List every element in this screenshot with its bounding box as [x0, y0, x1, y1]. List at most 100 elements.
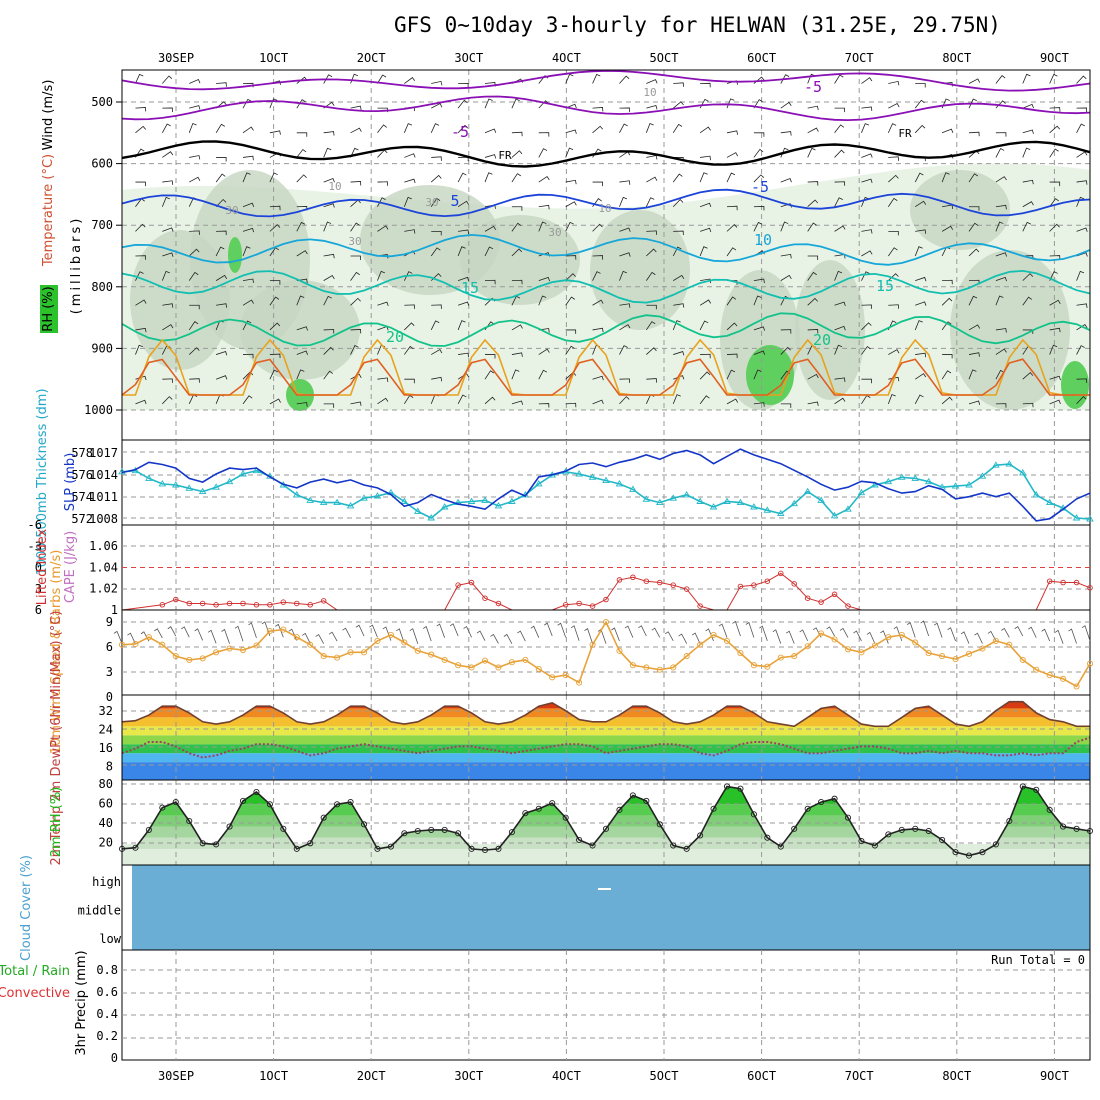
- rh2m-series-point: [1073, 825, 1080, 832]
- thickness-axis-label: 1000-500mb Thickness (dm): [35, 388, 50, 575]
- chart-title: GFS 0~10day 3-hourly for HELWAN (31.25E,…: [394, 13, 1001, 37]
- wind-barbs: [135, 73, 1088, 408]
- wind10m-series-point: [710, 631, 717, 638]
- wind-barb: [161, 196, 170, 207]
- wind-barb: [242, 98, 252, 109]
- contour-label: 10: [754, 231, 772, 249]
- wind-barb: [726, 152, 739, 158]
- rh-shade-mid: [910, 170, 1010, 250]
- wind10m-barb: [557, 622, 567, 638]
- rh2m-series-point: [280, 825, 287, 832]
- wind10m-series-point: [549, 674, 556, 681]
- wind-barb: [753, 148, 764, 158]
- wind-barb: [1049, 375, 1061, 381]
- wind10m-barb: [584, 627, 593, 644]
- cape-point: [576, 600, 582, 607]
- wind-barb: [215, 274, 228, 281]
- wind10m-barb: [1014, 626, 1024, 637]
- wind-barb: [834, 149, 845, 158]
- wind10m-series-point: [643, 664, 650, 671]
- wind10m-series-point: [979, 645, 986, 652]
- rh2m-series-point: [710, 805, 717, 812]
- wind-barb: [619, 227, 631, 232]
- wind-barb: [645, 122, 654, 133]
- thickness-series-point: [360, 494, 368, 501]
- wind-barb: [565, 255, 577, 260]
- wind10m-series-point: [871, 642, 878, 649]
- wind-barb: [511, 150, 523, 158]
- temp-band: [122, 762, 1090, 780]
- rh2m-series-point: [508, 829, 515, 836]
- wind10m-series-point: [939, 653, 946, 660]
- wind-barb: [941, 321, 952, 331]
- wind-barb: [377, 397, 389, 405]
- wind-barb: [565, 221, 574, 232]
- cape-point: [320, 598, 327, 604]
- wind-barb: [323, 203, 335, 208]
- wind-barb: [1049, 181, 1061, 187]
- wind10m-series-point: [723, 637, 731, 644]
- wind-barb: [942, 279, 953, 285]
- wind10m-barb: [503, 633, 513, 644]
- wind10m-series-point: [226, 645, 233, 652]
- wind-barb: [915, 229, 927, 234]
- wind-barb: [995, 348, 1007, 355]
- wind-barb: [646, 378, 657, 383]
- thickness-series-point: [884, 477, 893, 485]
- wind-barb: [350, 345, 359, 355]
- wind-barb: [350, 222, 360, 232]
- wind-barb: [995, 328, 1007, 333]
- wind-barb: [457, 172, 467, 183]
- wind10m-barb: [530, 625, 540, 638]
- rh2m-series-point: [468, 845, 475, 852]
- wind-barb: [807, 199, 819, 208]
- wind-barb: [457, 301, 470, 306]
- wind-barb: [753, 369, 762, 380]
- rh2m-series-point: [334, 801, 341, 808]
- wind-barb: [215, 246, 225, 257]
- wind-barb: [350, 329, 362, 334]
- wind-barb: [188, 321, 199, 331]
- wind-barb: [511, 98, 520, 109]
- wind-barb: [296, 350, 308, 355]
- temp2m-series-line: [121, 700, 1090, 728]
- wind-barb: [458, 352, 470, 358]
- wind10m-barb: [866, 631, 876, 644]
- contour-label: 15: [461, 279, 479, 297]
- wind-barb: [377, 270, 385, 281]
- wind-barb: [1076, 196, 1085, 207]
- wind-barb: [431, 349, 443, 355]
- rh2m-series-point: [239, 797, 247, 804]
- wind10m-barb: [987, 630, 997, 641]
- wind10m-series-point: [132, 640, 139, 648]
- wind-barb: [565, 329, 577, 334]
- wind-barb: [780, 274, 792, 281]
- rh2m-series-point: [965, 852, 973, 859]
- li-tick: -6: [28, 518, 42, 532]
- wind-barb: [914, 172, 924, 183]
- rh2m-series-point: [939, 836, 946, 843]
- wind10m-barb: [154, 628, 163, 639]
- thickness-series-point: [1005, 460, 1014, 467]
- wind-barb: [995, 295, 1004, 306]
- wind-barb: [188, 347, 200, 355]
- wind10m-series-point: [374, 637, 381, 644]
- wind10m-series-point: [629, 662, 636, 669]
- wind-barb: [941, 396, 953, 405]
- wind-barb: [1022, 372, 1034, 380]
- rh-base-fill: [122, 844, 1090, 865]
- top-date-label: 8OCT: [942, 51, 971, 65]
- wind-barb: [834, 124, 845, 134]
- wind-barb: [807, 127, 819, 134]
- wind-barb: [1076, 270, 1085, 281]
- wind-barb: [619, 324, 631, 331]
- wind-barb: [350, 373, 362, 380]
- rh-shading: [122, 163, 1090, 411]
- contour-label: -5: [751, 178, 769, 196]
- pressure-tick: 800: [91, 280, 113, 294]
- wind-barb: [672, 199, 684, 208]
- wind-barb: [807, 297, 818, 306]
- wind-barb: [1022, 273, 1034, 281]
- wind-barb: [646, 347, 657, 355]
- wind-barb: [780, 177, 792, 183]
